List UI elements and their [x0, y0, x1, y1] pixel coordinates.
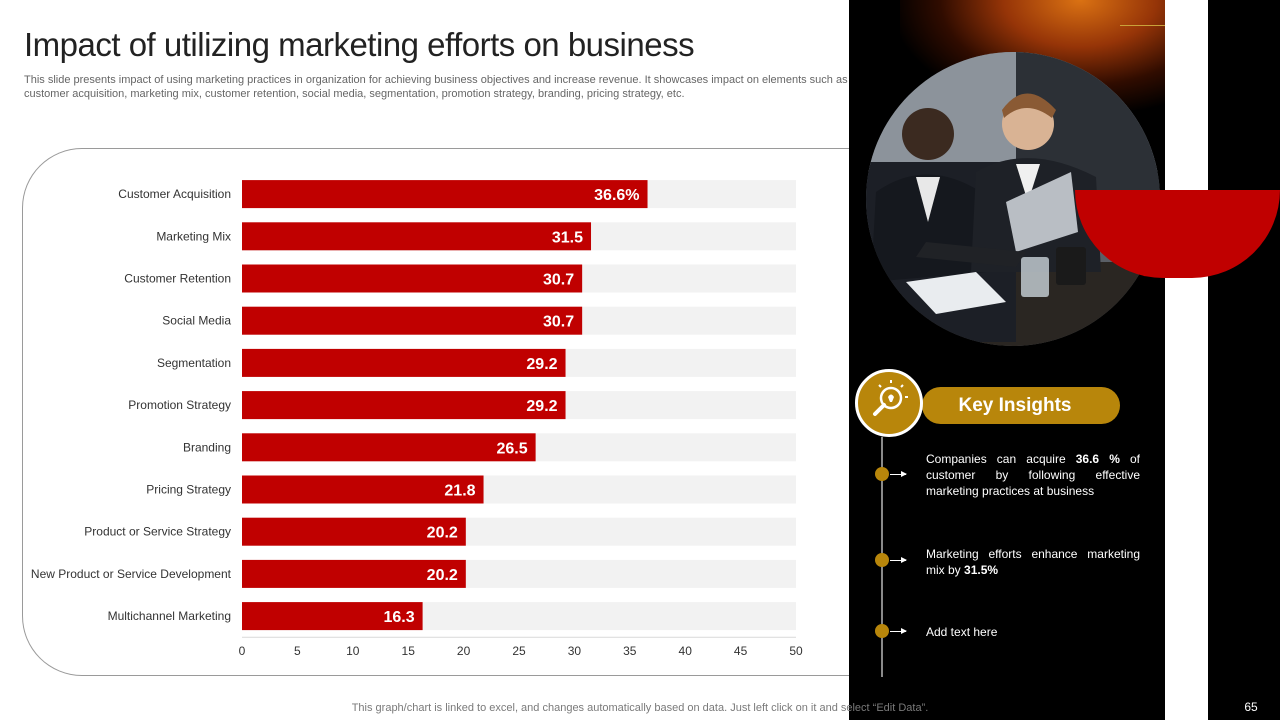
x-tick-label: 50 — [789, 644, 803, 658]
bar — [242, 222, 592, 251]
data-label: 20.2 — [427, 567, 458, 584]
bar — [242, 348, 566, 377]
x-tick-label: 30 — [568, 644, 582, 658]
decorative-line — [1120, 25, 1165, 26]
category-label: Product or Service Strategy — [84, 525, 231, 539]
timeline-dot — [875, 467, 889, 481]
category-label: Pricing Strategy — [146, 483, 231, 497]
bar — [242, 391, 566, 420]
page-subtitle: This slide presents impact of using mark… — [24, 74, 848, 100]
data-label: 36.6% — [594, 187, 639, 204]
data-label: 30.7 — [543, 314, 574, 331]
page-number: 65 — [1244, 700, 1258, 714]
x-tick-label: 10 — [346, 644, 360, 658]
page-title: Impact of utilizing marketing efforts on… — [24, 26, 695, 63]
category-label: Marketing Mix — [156, 229, 231, 243]
bar — [242, 433, 536, 462]
data-label: 16.3 — [383, 609, 414, 626]
decorative-black-strip — [1208, 0, 1280, 720]
bar — [242, 264, 583, 293]
lightbulb-magnifier-icon — [855, 369, 923, 437]
arrow-icon — [890, 557, 907, 563]
x-tick-label: 35 — [623, 644, 637, 658]
category-label: Branding — [183, 440, 231, 454]
x-tick-label: 25 — [512, 644, 526, 658]
insight-item-1: Companies can acquire 36.6 % of customer… — [926, 452, 1141, 498]
data-label: 29.2 — [526, 398, 557, 415]
x-tick-label: 5 — [294, 644, 301, 658]
bar — [242, 306, 583, 335]
bar — [242, 602, 423, 631]
chart-frame — [22, 148, 882, 676]
insight-item-2: Marketing efforts enhance marketing mix … — [926, 547, 1140, 577]
bar-chart: Customer Acquisition 36.6% Marketing Mix 31… — [31, 180, 803, 658]
decorative-white-strip — [1165, 0, 1208, 720]
data-label: 29.2 — [526, 356, 557, 373]
bar — [242, 517, 466, 546]
category-label: Promotion Strategy — [128, 398, 231, 412]
category-label: Segmentation — [157, 356, 231, 370]
key-insights-badge — [922, 387, 1120, 424]
data-label: 20.2 — [427, 525, 458, 542]
x-tick-label: 0 — [239, 644, 246, 658]
category-label: Customer Retention — [124, 272, 231, 286]
x-tick-label: 20 — [457, 644, 471, 658]
data-label: 31.5 — [552, 229, 583, 246]
category-label: Multichannel Marketing — [108, 609, 231, 623]
arrow-icon — [890, 628, 907, 634]
data-label: 26.5 — [496, 440, 527, 457]
arrow-icon — [890, 471, 907, 477]
category-label: New Product or Service Development — [31, 567, 232, 581]
timeline-dot — [875, 553, 889, 567]
key-insights-title: Key Insights — [958, 395, 1072, 416]
insight-item-3: Add text here — [926, 625, 998, 639]
category-label: Social Media — [162, 314, 231, 328]
x-tick-label: 40 — [679, 644, 693, 658]
x-tick-label: 45 — [734, 644, 748, 658]
data-label: 21.8 — [444, 483, 475, 500]
footnote: This graph/chart is linked to excel, and… — [351, 702, 929, 714]
bar — [242, 475, 484, 504]
x-tick-label: 15 — [402, 644, 416, 658]
bar — [242, 559, 466, 588]
timeline-dot — [875, 624, 889, 638]
bar — [242, 180, 648, 209]
category-label: Customer Acquisition — [118, 187, 231, 201]
data-label: 30.7 — [543, 272, 574, 289]
